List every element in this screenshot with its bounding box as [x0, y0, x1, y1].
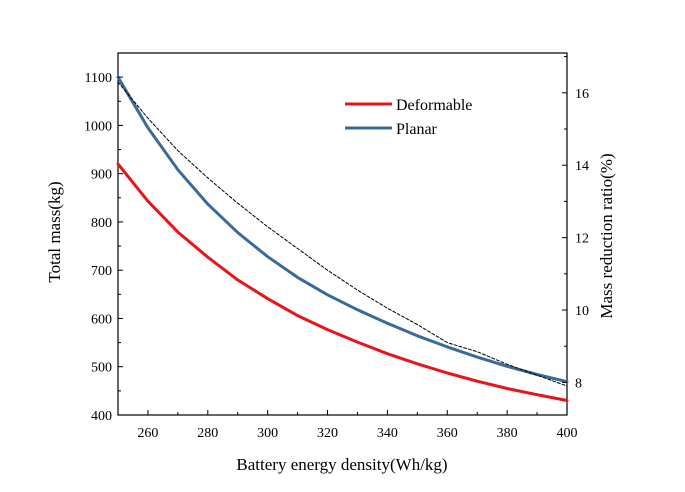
x-tick-label: 300 [257, 426, 278, 441]
x-tick-label: 400 [557, 426, 578, 441]
y-right-tick-label: 12 [575, 232, 589, 247]
y-right-tick-label: 14 [575, 159, 589, 174]
y-right-tick-label: 10 [575, 304, 589, 319]
x-tick-label: 380 [497, 426, 518, 441]
y-left-tick-label: 600 [91, 312, 112, 327]
plot-border [117, 52, 568, 416]
series-line-planar [116, 75, 569, 384]
y-axis-right: 8 10 12 14 16 [562, 56, 589, 391]
x-axis: 260 280 300 320 340 360 380 400 [117, 410, 578, 441]
y-axis-left: 400 500 600 700 800 900 1000 1100 [84, 71, 123, 424]
legend-label-deformable: Deformable [396, 97, 472, 114]
x-tick-label: 360 [437, 426, 458, 441]
x-tick-label: 280 [197, 426, 218, 441]
y-left-tick-label: 500 [91, 361, 112, 376]
y-right-tick-label: 16 [575, 87, 589, 102]
y-axis-left-title: Total mass(kg) [45, 181, 64, 282]
legend: Deformable Planar [345, 97, 472, 138]
series-layer [116, 75, 569, 402]
x-tick-label: 260 [137, 426, 158, 441]
y-axis-right-title: Mass reduction ratio(%) [597, 153, 616, 318]
y-left-tick-label: 1000 [84, 119, 112, 134]
y-right-tick-label: 8 [575, 376, 582, 391]
x-axis-title: Battery energy density(Wh/kg) [236, 455, 447, 474]
x-tick-label: 320 [317, 426, 338, 441]
series-line-reduction-ratio [117, 81, 568, 387]
legend-label-planar: Planar [396, 121, 438, 138]
y-left-tick-label: 800 [91, 216, 112, 231]
x-tick-label: 340 [377, 426, 398, 441]
y-left-tick-label: 700 [91, 264, 112, 279]
y-left-tick-label: 400 [91, 409, 112, 424]
y-left-tick-label: 1100 [85, 71, 112, 86]
series-line-deformable [116, 162, 569, 402]
plot-frame [117, 52, 568, 416]
y-left-tick-label: 900 [91, 168, 112, 183]
